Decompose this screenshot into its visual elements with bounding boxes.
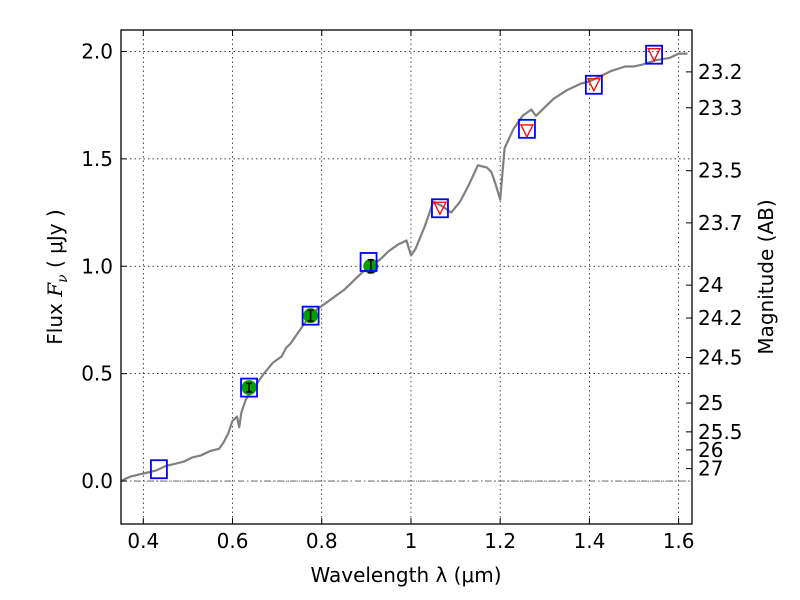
x-axis-title: Wavelength λ (μm) — [310, 563, 501, 587]
model-photometry-square — [645, 44, 663, 65]
spectrum-line — [120, 52, 688, 482]
model-photometry-square — [240, 377, 258, 398]
upper-limit-marker — [519, 124, 534, 139]
grid-lines — [121, 30, 692, 524]
model-photometry-square — [150, 459, 168, 480]
x-ticks: 0.4 0.6 0.8 1 1.2 1.4 1.6 — [127, 30, 695, 553]
model-photometry-square — [359, 252, 378, 272]
x-tick-label: 1 — [405, 529, 418, 553]
x-tick-label: 0.6 — [217, 529, 249, 553]
right-axis-title: Magnitude (AB) — [754, 199, 778, 354]
y-ticks: 0.0 0.5 1.0 1.5 2.0 — [81, 39, 127, 493]
right-tick-label: 23.3 — [698, 96, 743, 120]
x-tick-label: 0.4 — [127, 529, 159, 553]
x-tick-label: 0.8 — [306, 529, 338, 553]
right-tick-label: 25 — [698, 391, 723, 415]
y-tick-label: 1.5 — [81, 147, 113, 171]
right-tick-label: 27 — [698, 457, 723, 481]
model-photometry-square — [431, 198, 449, 219]
x-tick-label: 1.2 — [484, 529, 516, 553]
right-tick-label: 23.2 — [698, 60, 743, 84]
model-photometry-square — [584, 74, 603, 95]
upper-limit-marker — [432, 201, 448, 216]
y-axis-title: Flux Fν ( μJy ) — [43, 209, 71, 344]
model-photometry-square — [518, 118, 536, 139]
right-tick-label: 23.5 — [698, 159, 743, 183]
right-tick-label: 24.5 — [698, 346, 743, 370]
right-tick-label: 24.2 — [698, 306, 743, 330]
right-tick-label: 25.5 — [698, 420, 743, 444]
upper-limit-marker — [586, 78, 601, 93]
x-tick-label: 1.4 — [573, 529, 605, 553]
y-tick-label: 2.0 — [81, 39, 113, 63]
right-tick-label: 24 — [698, 273, 723, 297]
x-tick-label: 1.6 — [663, 529, 695, 553]
right-tick-label: 23.7 — [698, 211, 743, 235]
upper-limit-marker — [647, 48, 662, 63]
y-tick-label: 0.5 — [81, 362, 113, 386]
plot-area — [120, 44, 688, 482]
y-tick-label: 0.0 — [81, 469, 113, 493]
right-tick-label: 26 — [698, 438, 723, 462]
y-tick-label: 1.0 — [81, 254, 113, 278]
model-photometry-square — [301, 305, 320, 326]
plot-frame — [120, 29, 693, 525]
